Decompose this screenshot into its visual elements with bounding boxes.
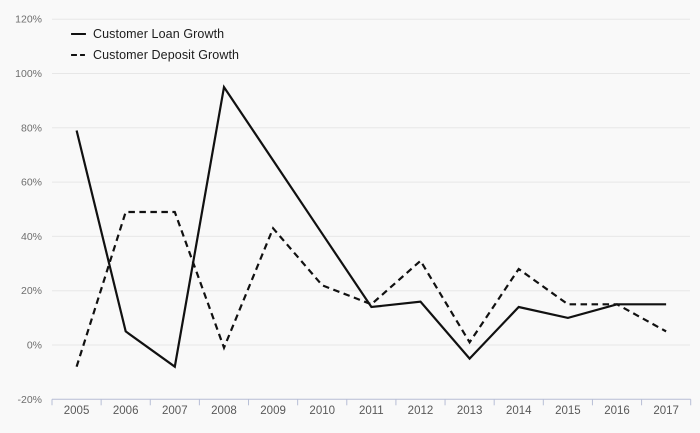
x-axis-label: 2008: [211, 405, 237, 417]
solid-line-swatch-icon: [71, 32, 87, 36]
y-axis-label: 40%: [21, 231, 42, 243]
legend-label-loan-growth: Customer Loan Growth: [93, 27, 225, 41]
y-axis-label: 60%: [21, 177, 42, 189]
x-axis-label: 2007: [162, 405, 188, 417]
x-axis-label: 2013: [457, 405, 483, 417]
y-axis-label: 80%: [21, 122, 42, 134]
legend-item-deposit-growth: Customer Deposit Growth: [71, 45, 239, 65]
y-axis-label: 100%: [15, 68, 42, 80]
legend-label-deposit-growth: Customer Deposit Growth: [93, 48, 240, 62]
y-axis-label: 20%: [21, 285, 42, 297]
y-axis-label: 120%: [15, 14, 42, 26]
x-axis-label: 2015: [555, 405, 581, 417]
deposit-growth-line: [75, 210, 667, 368]
y-axis-label: 0%: [27, 340, 42, 352]
x-axis-label: 2016: [604, 405, 630, 417]
x-axis-label: 2012: [408, 405, 434, 417]
dashed-line-swatch-icon: [71, 53, 87, 57]
x-axis-label: 2017: [653, 405, 679, 417]
x-axis-label: 2006: [113, 405, 139, 417]
x-axis-label: 2014: [506, 405, 532, 417]
legend-item-loan-growth: Customer Loan Growth: [71, 24, 239, 44]
chart-legend: Customer Loan Growth Customer Deposit Gr…: [71, 24, 239, 65]
y-axis-label: -20%: [17, 394, 42, 406]
loan-growth-line: [75, 84, 667, 369]
x-axis-label: 2009: [260, 405, 286, 417]
x-axis-label: 2005: [64, 405, 90, 417]
x-axis-label: 2010: [309, 405, 335, 417]
x-axis-label: 2011: [359, 405, 384, 417]
